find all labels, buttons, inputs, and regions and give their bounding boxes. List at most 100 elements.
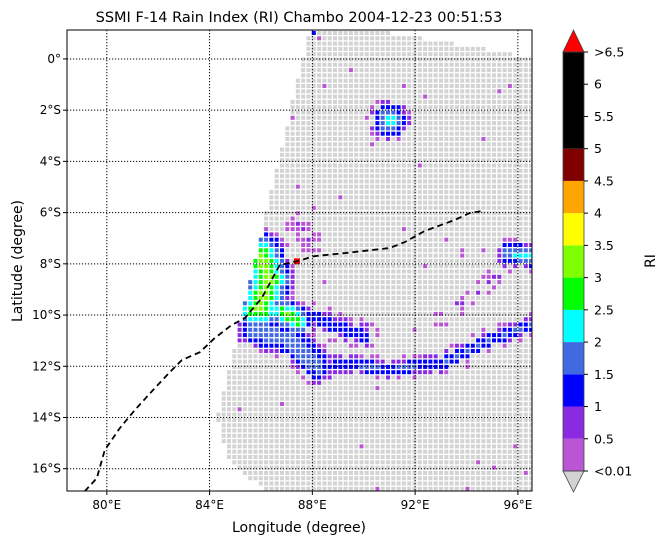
rain-pixel: [486, 343, 491, 348]
rain-pixel: [295, 354, 300, 359]
swath-pixel: [439, 211, 443, 216]
swath-pixel: [317, 137, 322, 141]
swath-pixel: [513, 163, 518, 168]
swath-pixel: [417, 380, 422, 385]
swath-pixel: [348, 428, 353, 433]
swath-pixel: [386, 174, 390, 179]
swath-pixel: [428, 158, 433, 163]
swath-pixel: [523, 84, 528, 88]
swath-pixel: [401, 417, 406, 422]
swath-pixel: [269, 481, 274, 486]
swath-pixel: [322, 269, 327, 274]
swath-pixel: [476, 205, 481, 210]
swath-pixel: [343, 232, 348, 237]
rain-pixel: [290, 115, 295, 120]
swath-pixel: [359, 147, 364, 152]
swath-pixel: [428, 248, 433, 253]
swath-pixel: [311, 258, 316, 263]
rain-pixel: [258, 290, 263, 295]
swath-pixel: [449, 280, 454, 285]
swath-pixel: [476, 158, 481, 163]
swath-pixel: [301, 423, 306, 428]
swath-pixel: [454, 470, 459, 475]
swath-pixel: [513, 349, 518, 353]
swath-pixel: [370, 248, 375, 253]
swath-pixel: [444, 57, 449, 62]
swath-pixel: [375, 269, 380, 274]
swath-pixel: [465, 200, 470, 205]
swath-pixel: [417, 137, 422, 141]
swath-pixel: [333, 465, 337, 470]
swath-pixel: [428, 152, 433, 157]
swath-pixel: [507, 449, 512, 454]
swath-pixel: [311, 131, 316, 136]
swath-pixel: [433, 280, 438, 285]
swath-pixel: [449, 121, 454, 126]
swath-pixel: [354, 243, 359, 247]
swath-pixel: [470, 248, 475, 253]
swath-pixel: [518, 349, 523, 353]
swath-pixel: [380, 31, 385, 35]
swath-pixel: [311, 417, 316, 422]
swath-pixel: [370, 391, 375, 396]
swath-pixel: [486, 354, 491, 359]
swath-pixel: [317, 163, 322, 168]
swath-pixel: [333, 290, 337, 295]
swath-pixel: [301, 121, 306, 126]
swath-pixel: [417, 174, 422, 179]
swath-pixel: [476, 402, 481, 406]
rain-pixel: [449, 343, 454, 348]
swath-pixel: [364, 78, 369, 83]
colorbar-tick-label: 2.5: [594, 302, 614, 317]
swath-pixel: [396, 232, 401, 237]
rain-pixel: [375, 99, 380, 104]
swath-pixel: [343, 354, 348, 359]
rain-pixel: [529, 322, 532, 327]
swath-pixel: [370, 258, 375, 263]
swath-pixel: [253, 407, 258, 412]
swath-pixel: [338, 126, 343, 131]
swath-pixel: [380, 142, 385, 147]
swath-pixel: [375, 237, 380, 242]
swath-pixel: [370, 36, 375, 41]
rain-pixel: [274, 269, 279, 274]
swath-pixel: [423, 190, 428, 194]
swath-pixel: [428, 200, 433, 205]
swath-pixel: [391, 179, 396, 184]
swath-pixel: [433, 57, 438, 62]
swath-pixel: [460, 152, 465, 157]
swath-pixel: [529, 221, 532, 226]
swath-pixel: [333, 455, 337, 459]
swath-pixel: [306, 327, 311, 332]
swath-pixel: [518, 280, 523, 285]
rain-pixel: [428, 354, 433, 359]
swath-pixel: [513, 121, 518, 126]
swath-pixel: [401, 46, 406, 51]
rain-pixel: [301, 301, 306, 306]
swath-pixel: [370, 211, 375, 216]
rain-pixel: [311, 205, 316, 210]
swath-pixel: [386, 386, 390, 391]
swath-pixel: [348, 73, 353, 78]
swath-pixel: [492, 84, 496, 88]
swath-pixel: [454, 476, 459, 481]
swath-pixel: [343, 126, 348, 131]
swath-pixel: [523, 94, 528, 99]
swath-pixel: [327, 407, 332, 412]
swath-pixel: [497, 460, 502, 465]
swath-pixel: [280, 205, 284, 210]
swath-pixel: [364, 258, 369, 263]
swath-pixel: [359, 248, 364, 253]
rain-pixel: [481, 333, 486, 338]
swath-pixel: [338, 158, 343, 163]
swath-pixel: [460, 407, 465, 412]
swath-pixel: [481, 375, 486, 380]
swath-pixel: [306, 52, 311, 57]
swath-pixel: [417, 338, 422, 343]
rain-pixel: [290, 343, 295, 348]
swath-pixel: [375, 227, 380, 232]
swath-pixel: [322, 274, 327, 279]
rain-pixel: [317, 322, 322, 327]
rain-pixel: [311, 322, 316, 327]
swath-pixel: [338, 248, 343, 253]
